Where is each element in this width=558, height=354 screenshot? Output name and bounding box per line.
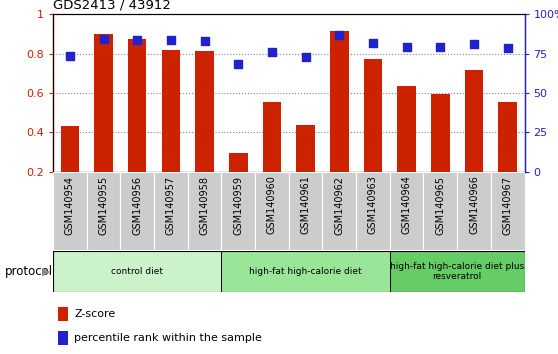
Bar <box>263 102 281 172</box>
Text: GSM140965: GSM140965 <box>435 176 445 235</box>
Text: GSM140959: GSM140959 <box>233 176 243 235</box>
Point <box>402 44 411 50</box>
Point <box>503 45 512 51</box>
Bar <box>53 251 222 292</box>
Point <box>65 53 74 59</box>
Bar <box>330 31 349 172</box>
Point <box>200 38 209 44</box>
Point <box>234 61 243 67</box>
Bar <box>390 172 424 250</box>
Bar <box>222 172 255 250</box>
Text: GSM140955: GSM140955 <box>99 176 108 235</box>
Text: ▶: ▶ <box>42 267 50 276</box>
Text: GSM140958: GSM140958 <box>200 176 210 235</box>
Text: percentile rank within the sample: percentile rank within the sample <box>74 332 262 343</box>
Bar <box>121 172 154 250</box>
Bar <box>323 172 356 250</box>
Point <box>267 49 276 55</box>
Bar <box>457 172 491 250</box>
Bar <box>222 251 390 292</box>
Bar <box>364 59 382 172</box>
Bar <box>128 39 146 172</box>
Text: GSM140962: GSM140962 <box>334 176 344 235</box>
Text: GSM140961: GSM140961 <box>301 176 311 234</box>
Text: protocol: protocol <box>4 265 52 278</box>
Bar <box>187 172 222 250</box>
Bar <box>195 51 214 172</box>
Bar <box>57 331 68 344</box>
Text: GSM140963: GSM140963 <box>368 176 378 234</box>
Point <box>99 36 108 41</box>
Bar <box>61 126 79 172</box>
Bar <box>255 172 289 250</box>
Bar <box>431 94 450 172</box>
Bar <box>498 102 517 172</box>
Bar <box>86 172 121 250</box>
Text: GSM140964: GSM140964 <box>402 176 412 234</box>
Text: GSM140956: GSM140956 <box>132 176 142 235</box>
Point <box>166 37 175 43</box>
Bar <box>154 172 187 250</box>
Text: GSM140960: GSM140960 <box>267 176 277 234</box>
Bar <box>465 70 483 172</box>
Text: high-fat high-calorie diet plus
resveratrol: high-fat high-calorie diet plus resverat… <box>390 262 525 281</box>
Bar <box>57 307 68 321</box>
Bar <box>289 172 323 250</box>
Bar <box>296 125 315 172</box>
Point <box>335 33 344 38</box>
Text: GSM140966: GSM140966 <box>469 176 479 234</box>
Bar <box>94 34 113 172</box>
Point <box>368 40 377 46</box>
Point <box>469 41 478 47</box>
Text: control diet: control diet <box>111 267 163 276</box>
Bar <box>397 86 416 172</box>
Bar <box>390 251 525 292</box>
Point <box>133 37 142 43</box>
Text: GSM140967: GSM140967 <box>503 176 513 235</box>
Bar <box>424 172 457 250</box>
Bar <box>356 172 390 250</box>
Text: Z-score: Z-score <box>74 309 116 319</box>
Bar <box>162 50 180 172</box>
Bar <box>491 172 525 250</box>
Text: GDS2413 / 43912: GDS2413 / 43912 <box>53 0 171 12</box>
Point <box>436 44 445 50</box>
Bar <box>53 172 86 250</box>
Text: high-fat high-calorie diet: high-fat high-calorie diet <box>249 267 362 276</box>
Point <box>301 54 310 59</box>
Bar <box>229 153 248 172</box>
Text: GSM140954: GSM140954 <box>65 176 75 235</box>
Text: GSM140957: GSM140957 <box>166 176 176 235</box>
